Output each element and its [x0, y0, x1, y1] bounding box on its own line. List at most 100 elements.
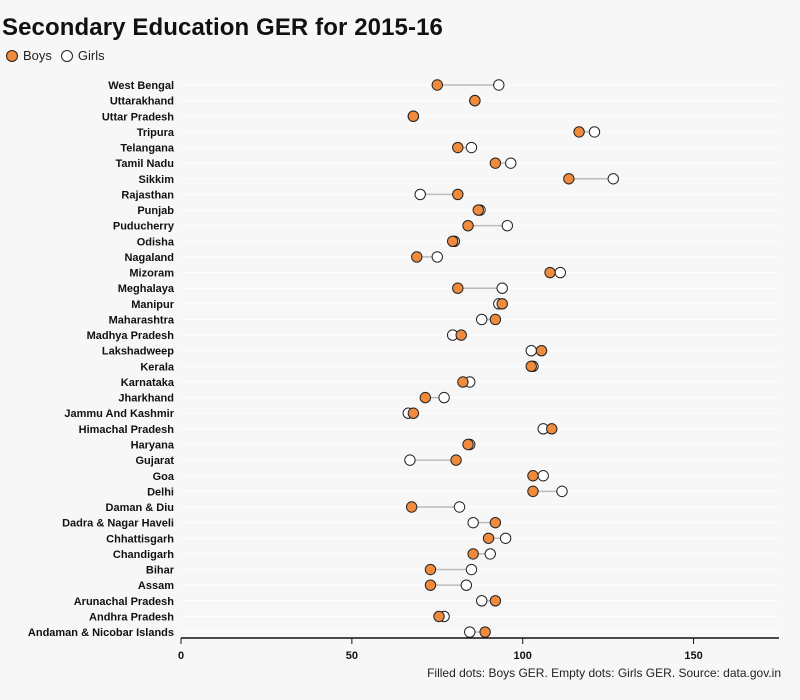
boys-dot [544, 266, 556, 279]
category-label: Gujarat [135, 455, 174, 467]
girls-dot [464, 626, 476, 638]
girls-dot [556, 485, 568, 498]
category-label: Tamil Nadu [116, 158, 174, 170]
x-tick-label: 50 [346, 650, 358, 662]
girls-dot [404, 454, 416, 466]
girls-dot [484, 548, 496, 560]
x-tick-label: 100 [514, 650, 532, 662]
category-label: Odisha [137, 236, 175, 248]
boys-dot [452, 282, 464, 294]
girls-dot [496, 282, 508, 294]
boys-dot [407, 110, 420, 122]
chart-title: Secondary Education GER for 2015-16 [2, 14, 443, 41]
boys-dot [467, 548, 479, 560]
girls-dot [588, 126, 601, 138]
category-label: Chandigarh [113, 549, 174, 561]
category-label: Uttarakhand [110, 96, 174, 108]
boys-dot [573, 126, 585, 138]
category-label: Punjab [137, 205, 174, 217]
girls-dot [476, 313, 488, 326]
category-label: Kerala [140, 361, 175, 373]
boys-dot [472, 204, 484, 216]
category-label: Telangana [120, 143, 174, 155]
boys-dot [424, 579, 437, 591]
legend-boys-label: Boys [23, 48, 52, 63]
girls-dot [460, 579, 473, 591]
category-label: Haryana [131, 439, 175, 451]
boys-dot [457, 376, 469, 388]
boys-dot [496, 298, 508, 310]
category-label: Karnataka [121, 377, 175, 389]
boys-dot [452, 141, 464, 154]
legend-girls-label: Girls [77, 48, 105, 63]
boys-dot [563, 173, 575, 185]
boys-dot [489, 516, 502, 529]
category-label: Mizoram [129, 268, 174, 280]
category-label: West Bengal [108, 80, 174, 92]
girls-dot [438, 391, 450, 404]
legend: Boys Girls [6, 48, 114, 63]
category-label: Delhi [147, 486, 174, 498]
category-label: Chhattisgarh [106, 533, 174, 545]
x-tick-label: 150 [684, 650, 702, 662]
girls-dot [414, 188, 426, 201]
boys-dot [527, 470, 539, 482]
category-label: Himachal Pradesh [79, 424, 175, 436]
boys-dot [535, 345, 548, 357]
chart-caption: Filled dots: Boys GER. Empty dots: Girls… [427, 666, 781, 680]
girls-dot [453, 501, 466, 513]
girls-dot [537, 470, 549, 482]
category-label: Dadra & Nagar Haveli [62, 518, 174, 530]
boys-dot [462, 219, 474, 232]
category-label: Puducherry [113, 221, 175, 233]
boys-dot [431, 79, 443, 91]
girls-dot [501, 219, 514, 232]
category-label: Jharkhand [118, 393, 174, 405]
boys-dot [407, 407, 420, 419]
category-label: Bihar [146, 565, 175, 577]
category-label: Manipur [131, 299, 174, 311]
boys-dot [482, 532, 495, 544]
category-label: Andhra Pradesh [89, 611, 174, 623]
category-label: Uttar Pradesh [102, 111, 174, 123]
category-label: Arunachal Pradesh [74, 596, 175, 608]
boys-dot [489, 313, 502, 326]
category-label: Rajasthan [121, 189, 174, 201]
girls-dot [465, 141, 478, 154]
boys-dot [462, 438, 474, 451]
legend-girls-marker [60, 49, 73, 62]
boys-dot [424, 563, 437, 576]
legend-item-boys: Boys [6, 48, 52, 63]
legend-boys-marker [6, 49, 18, 62]
girls-dot [499, 532, 512, 544]
boys-dot [527, 485, 539, 498]
category-label: Jammu And Kashmir [64, 408, 174, 420]
boys-dot [452, 188, 464, 201]
girls-dot [467, 516, 479, 529]
boys-dot [525, 360, 537, 373]
category-label: Andaman & Nicobar Islands [28, 627, 174, 639]
girls-dot [465, 563, 478, 576]
boys-dot [489, 157, 502, 169]
girls-dot [476, 595, 488, 607]
boys-dot [469, 94, 481, 107]
legend-item-girls: Girls [60, 48, 105, 63]
boys-dot [479, 626, 491, 638]
category-label: Goa [153, 471, 175, 483]
category-label: Lakshadweep [102, 346, 174, 358]
category-label: Meghalaya [118, 283, 175, 295]
boys-dot [446, 235, 459, 248]
x-tick-label: 0 [178, 650, 184, 662]
girls-dot [525, 345, 537, 357]
boys-dot [489, 595, 502, 607]
category-label: Sikkim [139, 174, 175, 186]
boys-dot [450, 454, 462, 466]
category-label: Tripura [137, 127, 175, 139]
girls-dot [505, 157, 517, 169]
boys-dot [411, 251, 423, 263]
category-label: Maharashtra [109, 314, 175, 326]
girls-dot [493, 79, 505, 91]
girls-dot [607, 173, 619, 185]
girls-dot [431, 251, 443, 263]
boys-dot [419, 391, 432, 404]
